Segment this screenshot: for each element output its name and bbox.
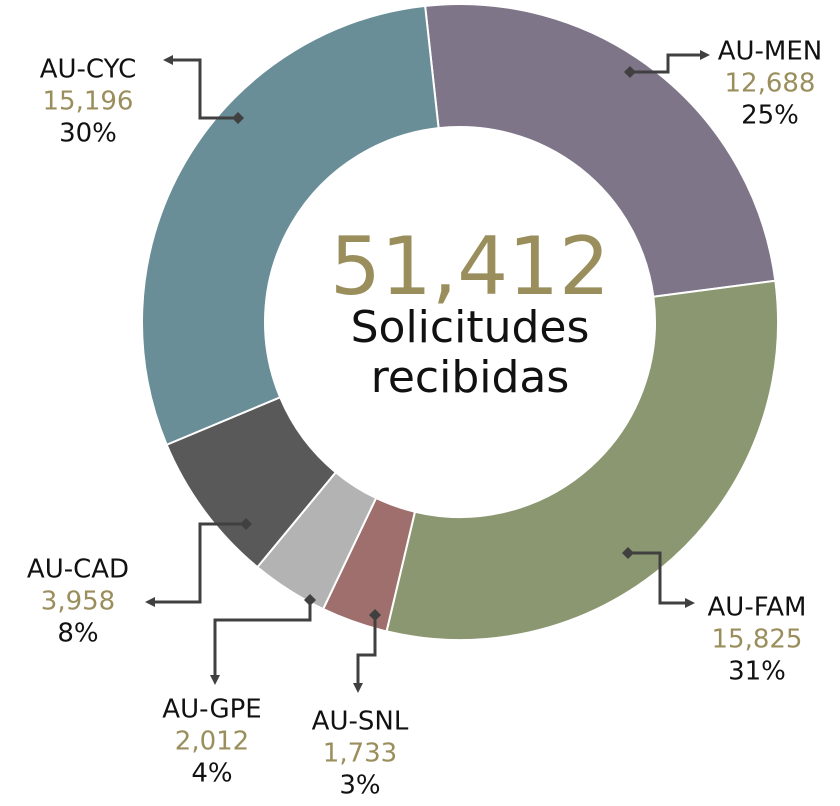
- total: 51,412: [330, 220, 610, 313]
- slices: [141, 3, 779, 641]
- percent-label: 30%: [59, 119, 117, 149]
- percent-label: 31%: [728, 657, 786, 687]
- value-label: 1,733: [323, 739, 397, 769]
- percent-label: 4%: [191, 759, 232, 789]
- slice: [424, 3, 777, 298]
- percent-label: 8%: [57, 619, 98, 649]
- category-label: AU-SNL: [312, 707, 409, 737]
- value-label: 12,688: [725, 69, 816, 99]
- percent-label: 3%: [339, 771, 380, 801]
- leader-line: [622, 547, 695, 608]
- value-label: 3,958: [41, 587, 115, 617]
- leader-line: [145, 518, 252, 607]
- value-label: 2,012: [175, 727, 249, 757]
- category-label: AU-GPE: [162, 695, 261, 725]
- center-text: recibidas: [371, 352, 570, 403]
- category-label: AU-MEN: [718, 37, 823, 67]
- leader-line: [353, 609, 381, 693]
- leader-line: [210, 594, 316, 685]
- percent-label: 25%: [741, 101, 799, 131]
- value-label: 15,825: [712, 625, 803, 655]
- leader-line: [624, 50, 710, 78]
- center-text: Solicitudes: [351, 302, 590, 353]
- category-label: AU-FAM: [708, 593, 807, 623]
- category-label: AU-CYC: [40, 55, 137, 85]
- category-label: AU-CAD: [27, 555, 129, 585]
- slice: [141, 4, 440, 447]
- leader-line: [163, 55, 244, 124]
- value-label: 15,196: [43, 87, 134, 117]
